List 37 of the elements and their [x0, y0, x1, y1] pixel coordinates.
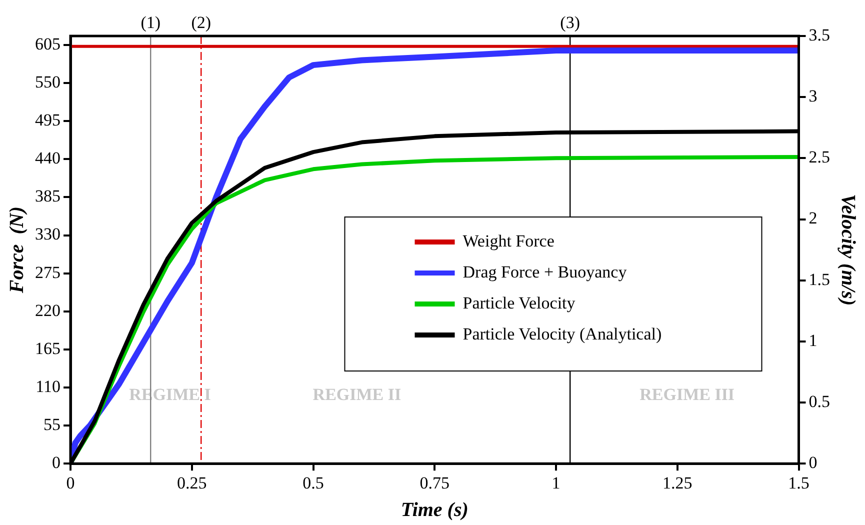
x-tick-label: 1.5 [788, 473, 810, 492]
y-tick-label: 385 [35, 186, 60, 206]
y2-tick-label: 1 [808, 330, 818, 350]
y-tick-label: 0 [52, 453, 60, 472]
y-tick-label: 55 [44, 415, 60, 434]
x-axis-title: Time (s) [400, 499, 468, 522]
y2-tick-label: 2.5 [808, 148, 830, 167]
y2-tick-label: 3.5 [808, 25, 830, 44]
x-tick-label: 1 [552, 473, 560, 492]
y-tick-label: 275 [35, 262, 60, 282]
legend-label: Particle Velocity (Analytical) [462, 324, 662, 344]
x-tick-label: 0.75 [420, 473, 450, 492]
y-axis-title: Force (N) [6, 206, 28, 294]
x-tick-label: 0.5 [302, 473, 324, 492]
y2-tick-label: 0 [808, 453, 818, 472]
y-tick-label: 165 [35, 338, 60, 358]
y-tick-label: 330 [35, 224, 60, 244]
y2-axis-title: Velocity (m/s) [836, 194, 859, 306]
text: (2) [191, 12, 212, 32]
text: (3) [560, 12, 580, 32]
text: (1) [140, 12, 161, 32]
y-tick-label: 220 [35, 300, 60, 320]
legend-label: Weight Force [462, 231, 554, 250]
y2-tick-label: 2 [808, 208, 818, 228]
y-tick-label: 550 [35, 72, 60, 92]
y2-tick-label: 0.5 [808, 392, 830, 411]
y-tick-label: 440 [35, 148, 60, 168]
x-tick-label: 1.25 [662, 473, 692, 492]
y-tick-label: 605 [35, 34, 60, 54]
y2-tick-label: 1.5 [808, 270, 830, 289]
legend-label: Particle Velocity [462, 293, 576, 312]
x-tick-label: 0.25 [177, 473, 207, 492]
y2-tick-label: 3 [808, 86, 818, 106]
legend-label: Drag Force + Buoyancy [462, 262, 628, 282]
y-tick-label: 495 [35, 110, 60, 130]
y-tick-label: 110 [36, 376, 60, 396]
x-tick-label: 0 [66, 473, 75, 492]
